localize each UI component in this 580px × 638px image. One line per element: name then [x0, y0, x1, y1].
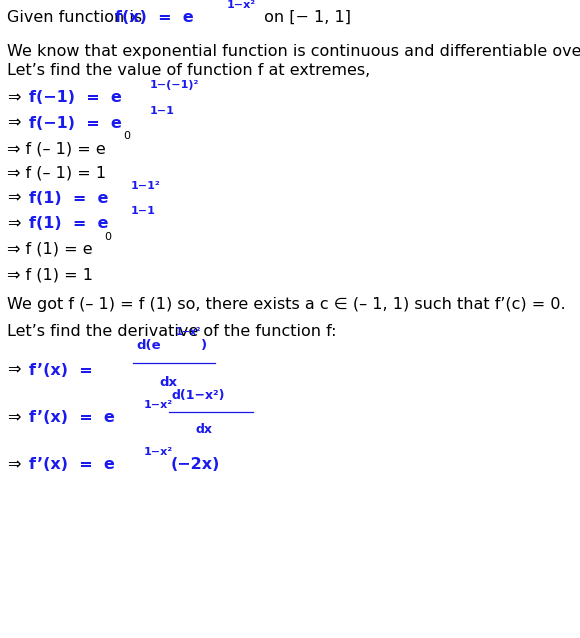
Text: on [− 1, 1]: on [− 1, 1] [259, 10, 351, 25]
Text: ⇒: ⇒ [7, 457, 20, 472]
Text: ⇒ f (– 1) = 1: ⇒ f (– 1) = 1 [7, 165, 106, 181]
Text: 1−x²: 1−x² [143, 400, 172, 410]
Text: f(−1)  =  e: f(−1) = e [29, 115, 122, 131]
Text: ⇒: ⇒ [7, 410, 20, 426]
Text: f’(x)  =: f’(x) = [29, 362, 99, 378]
Text: 1−x²: 1−x² [176, 327, 201, 337]
Text: dx: dx [195, 422, 212, 436]
Text: dx: dx [160, 376, 177, 389]
Text: f(1)  =  e: f(1) = e [29, 191, 108, 206]
Text: ⇒ f (1) = e: ⇒ f (1) = e [7, 242, 93, 257]
Text: f’(x)  =  e: f’(x) = e [29, 457, 115, 472]
Text: f(x)  =  e: f(x) = e [115, 10, 194, 25]
Text: (−2x): (−2x) [171, 457, 220, 472]
Text: 0: 0 [123, 131, 130, 141]
Text: ⇒ f (1) = 1: ⇒ f (1) = 1 [7, 267, 93, 283]
Text: 1−x²: 1−x² [143, 447, 172, 457]
Text: Let’s find the value of function f at extremes,: Let’s find the value of function f at ex… [7, 63, 370, 78]
Text: ⇒: ⇒ [7, 191, 20, 206]
Text: 1−1: 1−1 [130, 206, 155, 216]
Text: 1−1: 1−1 [150, 105, 175, 115]
Text: ⇒: ⇒ [7, 90, 20, 105]
Text: f(1)  =  e: f(1) = e [29, 216, 108, 232]
Text: f’(x)  =  e: f’(x) = e [29, 410, 115, 426]
Text: ⇒: ⇒ [7, 362, 20, 378]
Text: d(1−x²): d(1−x²) [171, 389, 224, 403]
Text: f(−1)  =  e: f(−1) = e [29, 90, 122, 105]
Text: d(e: d(e [136, 339, 161, 352]
Text: ⇒: ⇒ [7, 216, 20, 232]
Text: We got f (– 1) = f (1) so, there exists a c ∈ (– 1, 1) such that f’(c) = 0.: We got f (– 1) = f (1) so, there exists … [7, 297, 566, 312]
Text: 1−(−1)²: 1−(−1)² [150, 80, 199, 90]
Text: 0: 0 [104, 232, 111, 242]
Text: ⇒: ⇒ [7, 115, 20, 131]
Text: ⇒ f (– 1) = e: ⇒ f (– 1) = e [7, 141, 106, 156]
Text: 1−x²: 1−x² [226, 0, 255, 10]
Text: ): ) [201, 339, 208, 352]
Text: Let’s find the derivative of the function f:: Let’s find the derivative of the functio… [7, 323, 336, 339]
Text: 1−1²: 1−1² [130, 181, 160, 191]
Text: Given function is: Given function is [7, 10, 147, 25]
Text: We know that exponential function is continuous and differentiable over R.: We know that exponential function is con… [7, 43, 580, 59]
